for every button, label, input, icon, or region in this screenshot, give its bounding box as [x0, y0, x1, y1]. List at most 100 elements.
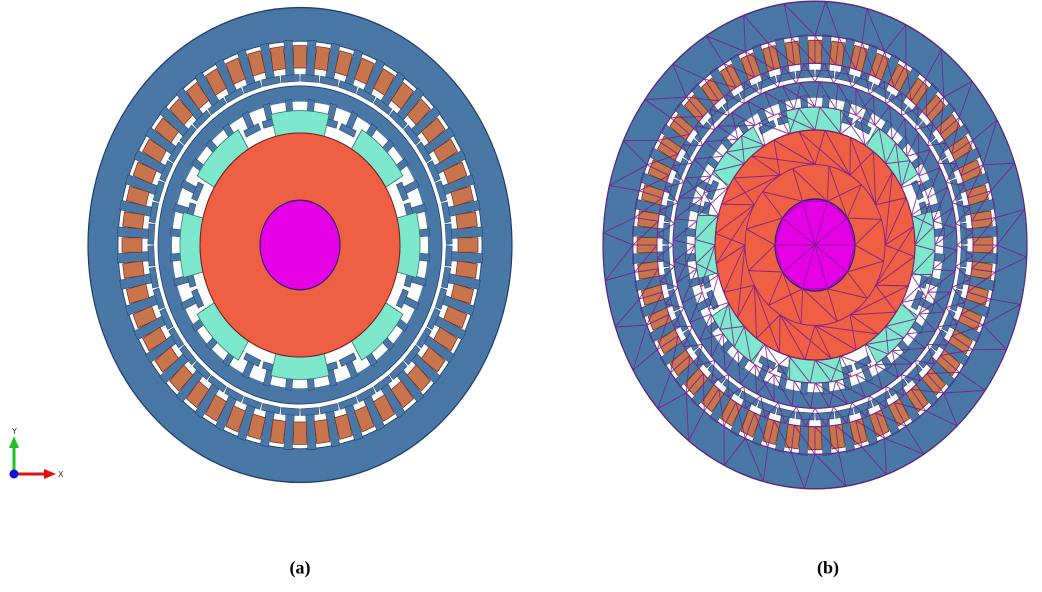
stator-winding	[185, 81, 210, 110]
mesh-edge	[946, 181, 965, 187]
mesh-edge	[866, 8, 886, 52]
stator-tooth-tip	[148, 201, 159, 224]
stator-winding	[433, 326, 458, 352]
mesh-edge	[934, 244, 958, 251]
caption-a: (a)	[289, 557, 311, 578]
mesh-edge	[855, 42, 863, 70]
stator-tooth-tip	[224, 386, 244, 403]
mesh-edge	[706, 35, 746, 53]
mesh-edge	[769, 355, 790, 374]
rotor-tooth-tip	[853, 119, 872, 135]
mesh-edge	[722, 333, 726, 372]
mesh-edge	[798, 131, 816, 165]
mesh-edge	[657, 244, 674, 259]
mesh-edge	[762, 191, 803, 202]
mesh-edge	[933, 268, 956, 272]
mesh-edge	[684, 343, 703, 348]
mesh-edge	[864, 344, 872, 368]
mesh-edge	[934, 207, 954, 246]
mesh-edge	[704, 141, 724, 157]
mesh-edge	[855, 95, 874, 116]
mesh-edge	[615, 298, 640, 328]
mesh-edge	[918, 291, 952, 315]
mesh-edge	[638, 268, 659, 300]
mesh-edge	[910, 388, 927, 412]
mesh-edge	[791, 380, 795, 407]
mesh-edge	[700, 244, 716, 288]
stator-tooth-tip	[441, 266, 452, 289]
mesh-edge	[665, 286, 679, 305]
mesh-edge	[874, 364, 899, 378]
mesh-edge	[814, 63, 825, 82]
mesh-edge	[793, 380, 812, 409]
mesh-edge	[861, 446, 887, 475]
mesh-edge	[918, 313, 937, 332]
mesh-edge	[891, 350, 899, 378]
mesh-edge	[932, 207, 954, 222]
mesh-edge	[745, 395, 761, 409]
stator-winding	[204, 68, 228, 96]
mesh-edge	[673, 307, 685, 327]
mesh-edge	[940, 49, 945, 98]
mesh-edge	[927, 142, 946, 147]
stator-tooth-tip	[435, 180, 448, 203]
mesh-edge	[696, 344, 703, 366]
mesh-edge	[951, 286, 966, 303]
mesh-edge	[764, 344, 770, 373]
mesh-ring	[602, 0, 1028, 490]
mesh-edge	[804, 325, 816, 360]
mesh-edge	[695, 244, 716, 264]
mesh-edge	[819, 106, 842, 135]
mesh-edge	[727, 374, 730, 397]
mesh-edge	[681, 268, 698, 304]
mesh-edge	[835, 37, 840, 65]
mesh-edge	[996, 209, 1026, 246]
mesh-edge	[754, 364, 758, 394]
stator-winding	[185, 380, 210, 409]
mesh-edge	[814, 359, 832, 383]
stator-tooth-tip	[959, 245, 968, 268]
mesh-edge	[824, 63, 834, 84]
mesh-edge	[810, 382, 816, 409]
mesh-edge	[767, 420, 775, 448]
mesh-ring	[744, 163, 886, 327]
mesh-edge	[866, 395, 870, 417]
mesh-edge	[956, 231, 973, 246]
stator-winding	[443, 305, 468, 329]
mesh-edge	[814, 81, 820, 108]
mesh-edge	[756, 374, 775, 395]
mesh-edge	[762, 447, 769, 482]
rotor-tooth-tip	[910, 179, 924, 201]
mesh-edge	[717, 125, 739, 140]
motor-body	[87, 6, 513, 484]
mesh-edge	[676, 268, 698, 283]
mesh-edge	[656, 314, 670, 350]
mesh-edge	[927, 186, 948, 199]
mesh-edge	[940, 117, 960, 135]
mesh-edge	[778, 113, 790, 135]
mesh-edge	[901, 160, 911, 188]
mesh-edge	[674, 197, 703, 220]
mesh-edge	[875, 284, 897, 313]
stator-tooth-tip	[179, 344, 197, 366]
mesh-edge	[901, 374, 920, 382]
mesh-edge	[659, 202, 678, 212]
mesh-edge	[874, 363, 913, 366]
mesh-edge	[685, 355, 691, 394]
mesh-edge	[615, 324, 647, 328]
mesh-edge	[760, 73, 764, 95]
x-axis-label: X	[58, 470, 64, 479]
mesh-edge	[814, 325, 832, 359]
mesh-edge	[760, 395, 766, 418]
mesh-edge	[715, 233, 746, 246]
mesh-edge	[901, 180, 922, 188]
mesh-edge	[727, 302, 735, 348]
motor-body	[602, 0, 1028, 490]
mesh-edge	[723, 63, 737, 88]
mesh-edge	[700, 274, 719, 288]
mesh-edge	[745, 51, 775, 70]
mesh-edge	[782, 271, 802, 325]
mesh-edge	[665, 303, 684, 309]
rotor-tooth-tip	[243, 123, 262, 138]
mesh-edge	[634, 244, 658, 273]
